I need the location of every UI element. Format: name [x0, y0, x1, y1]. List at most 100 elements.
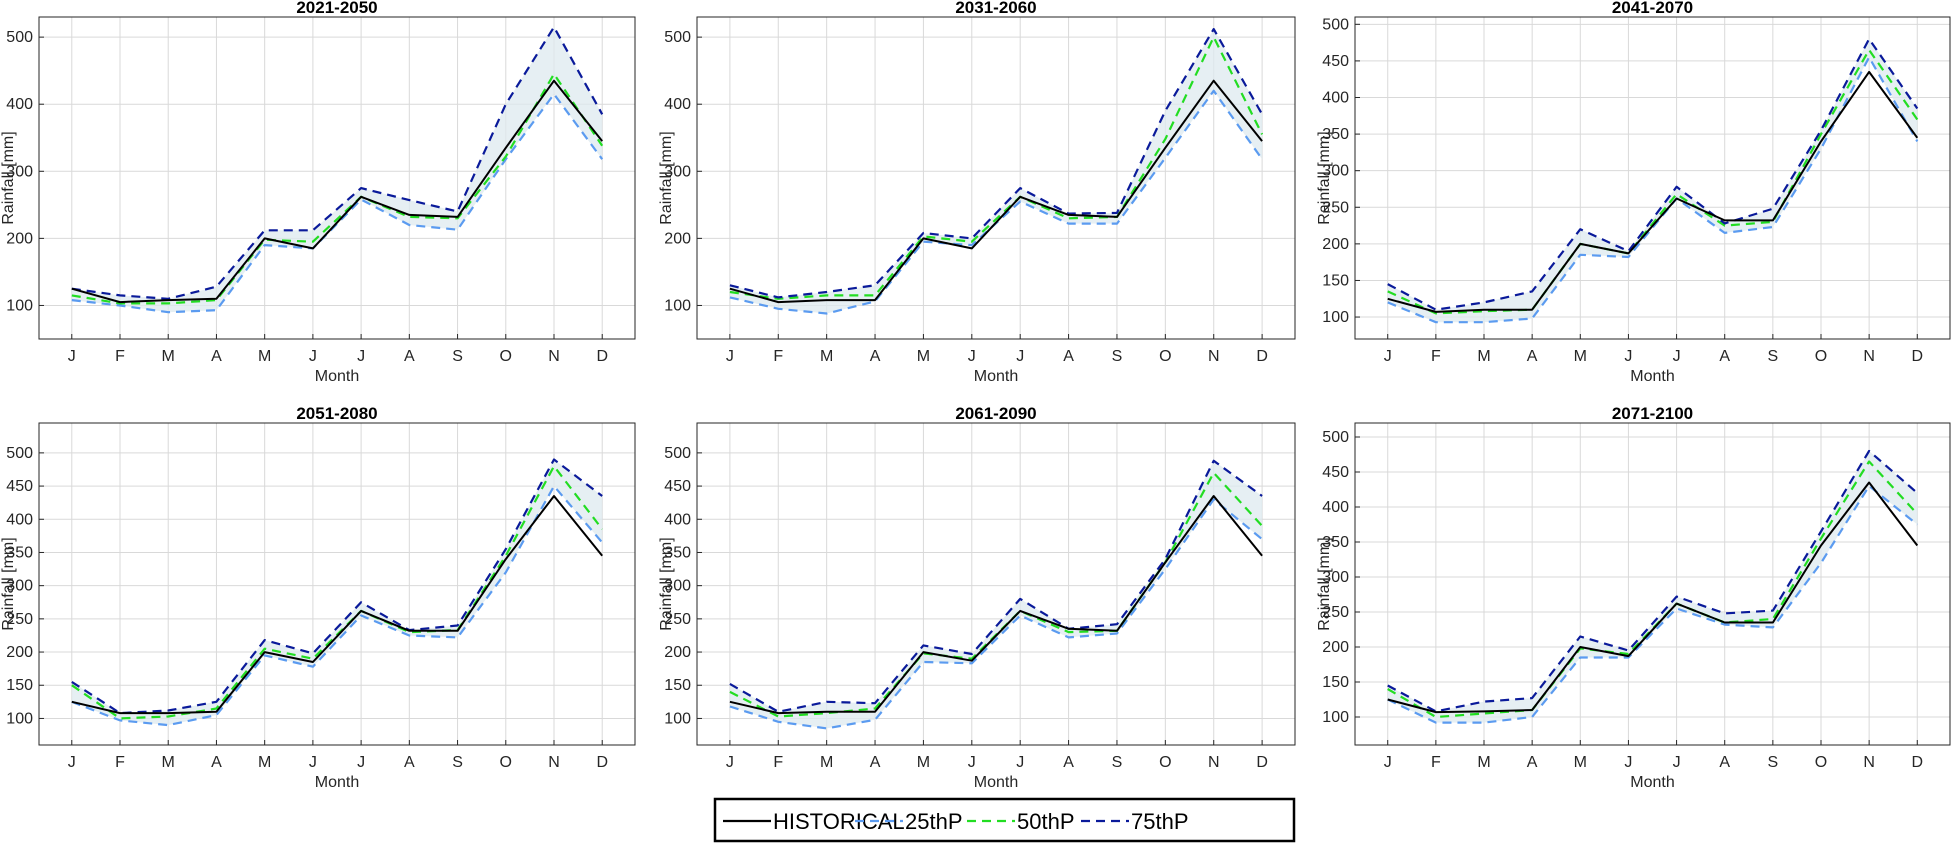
y-tick-label: 300	[6, 163, 33, 180]
x-tick-label: M	[162, 754, 175, 771]
chart-panel: 100 150 200 250 300 350 400 450 500 J F M A M J J A S O N D 2…	[1316, 0, 1951, 385]
x-tick-label: F	[773, 348, 783, 365]
y-tick-label: 100	[1322, 709, 1349, 726]
grid	[697, 423, 1295, 745]
y-tick-label: 350	[6, 544, 33, 561]
chart-panel: 100 150 200 250 300 350 400 450 500 J F M A M J J A S O N D 2…	[658, 404, 1296, 791]
x-tick-label: J	[68, 754, 76, 771]
x-tick-label: S	[452, 754, 463, 771]
series-line-50thp	[71, 465, 604, 720]
grid	[39, 17, 635, 339]
x-tick-label: D	[1256, 348, 1268, 365]
x-tick-label: A	[870, 754, 881, 771]
x-tick-label: J	[968, 348, 976, 365]
chart-title: 2061-2090	[955, 404, 1036, 423]
percentile-band	[71, 459, 603, 726]
x-tick-label: F	[115, 348, 125, 365]
x-tick-label: D	[1911, 348, 1923, 365]
x-tick-label: M	[917, 348, 930, 365]
x-tick-label: J	[309, 348, 317, 365]
x-tick-label: N	[1863, 754, 1875, 771]
x-tick-label: A	[211, 348, 222, 365]
series-line-historical	[71, 495, 603, 715]
x-tick-label: J	[357, 754, 365, 771]
y-tick-label: 250	[1322, 604, 1349, 621]
series-line-75thp	[1387, 37, 1919, 311]
axes-frame	[696, 16, 1296, 340]
chart-title: 2071-2100	[1612, 404, 1693, 423]
y-tick-label: 200	[6, 230, 33, 247]
x-tick-label: A	[404, 348, 415, 365]
x-tick-label: F	[115, 754, 125, 771]
legend-label: 75thP	[1131, 809, 1189, 834]
y-tick-label: 300	[1322, 569, 1349, 586]
percentile-band	[729, 460, 1263, 729]
grid	[1355, 423, 1950, 745]
x-tick-label: D	[1911, 754, 1923, 771]
chart-panels: 100 200 300 400 500 J F M A M J J A S O N D 2021-2050 Mont…	[0, 0, 1951, 791]
y-tick-label: 400	[664, 511, 691, 528]
chart-title: 2031-2060	[955, 0, 1036, 17]
x-tick-label: J	[1384, 348, 1392, 365]
x-tick-label: J	[1384, 754, 1392, 771]
series-line-25thp	[729, 498, 1263, 730]
x-tick-label: S	[1768, 348, 1779, 365]
y-tick-label: 100	[6, 297, 33, 314]
y-axis-label: Rainfall [mm]	[0, 537, 17, 630]
x-tick-label: J	[1016, 754, 1024, 771]
y-axis-label: Rainfall [mm]	[1316, 131, 1333, 224]
x-tick-label: O	[1159, 754, 1171, 771]
x-tick-label: F	[773, 754, 783, 771]
y-tick-label: 400	[6, 511, 33, 528]
y-tick-label: 150	[1322, 272, 1349, 289]
x-tick-label: S	[1112, 754, 1123, 771]
series-line-historical	[1387, 481, 1919, 714]
x-tick-label: J	[1673, 348, 1681, 365]
x-tick-label: J	[968, 754, 976, 771]
y-tick-label: 450	[1322, 53, 1349, 70]
x-tick-label: M	[162, 348, 175, 365]
x-tick-label: A	[1063, 348, 1074, 365]
x-tick-label: M	[820, 754, 833, 771]
x-tick-label: N	[548, 754, 560, 771]
x-tick-label: O	[500, 754, 512, 771]
chart-panel: 100 200 300 400 500 J F M A M J J A S O N D 2031-2060 Mont…	[658, 0, 1296, 385]
series-line-historical	[729, 495, 1263, 715]
series-line-75thp	[729, 28, 1264, 299]
x-tick-label: J	[726, 348, 734, 365]
x-tick-label: F	[1431, 348, 1441, 365]
y-tick-label: 500	[664, 445, 691, 462]
x-tick-label: N	[1208, 348, 1220, 365]
x-tick-label: J	[1673, 754, 1681, 771]
x-tick-label: A	[870, 348, 881, 365]
y-tick-label: 100	[1322, 309, 1349, 326]
y-tick-label: 400	[664, 96, 691, 113]
series-line-75thp	[1387, 449, 1919, 713]
plot-area	[1355, 17, 1950, 339]
y-tick-label: 250	[6, 611, 33, 628]
legend-label: 25thP	[905, 809, 963, 834]
x-axis-label: Month	[974, 774, 1018, 791]
y-tick-label: 500	[1322, 429, 1349, 446]
y-tick-label: 250	[664, 611, 691, 628]
y-axis-label: Rainfall [mm]	[0, 131, 17, 224]
x-tick-label: A	[1719, 348, 1730, 365]
x-tick-label: N	[548, 348, 560, 365]
x-tick-label: S	[452, 348, 463, 365]
y-tick-label: 450	[6, 478, 33, 495]
y-tick-label: 100	[664, 297, 691, 314]
series-line-75thp	[71, 26, 604, 300]
x-tick-label: S	[1112, 348, 1123, 365]
x-tick-label: O	[1159, 348, 1171, 365]
y-tick-label: 400	[1322, 499, 1349, 516]
x-tick-label: D	[1256, 754, 1268, 771]
x-tick-label: M	[820, 348, 833, 365]
x-tick-label: A	[1527, 754, 1538, 771]
x-axis-label: Month	[1630, 368, 1674, 385]
y-tick-label: 100	[6, 710, 33, 727]
plot-area	[697, 423, 1295, 745]
x-axis-label: Month	[1630, 774, 1674, 791]
x-tick-label: O	[1815, 348, 1827, 365]
percentile-band	[729, 29, 1263, 314]
